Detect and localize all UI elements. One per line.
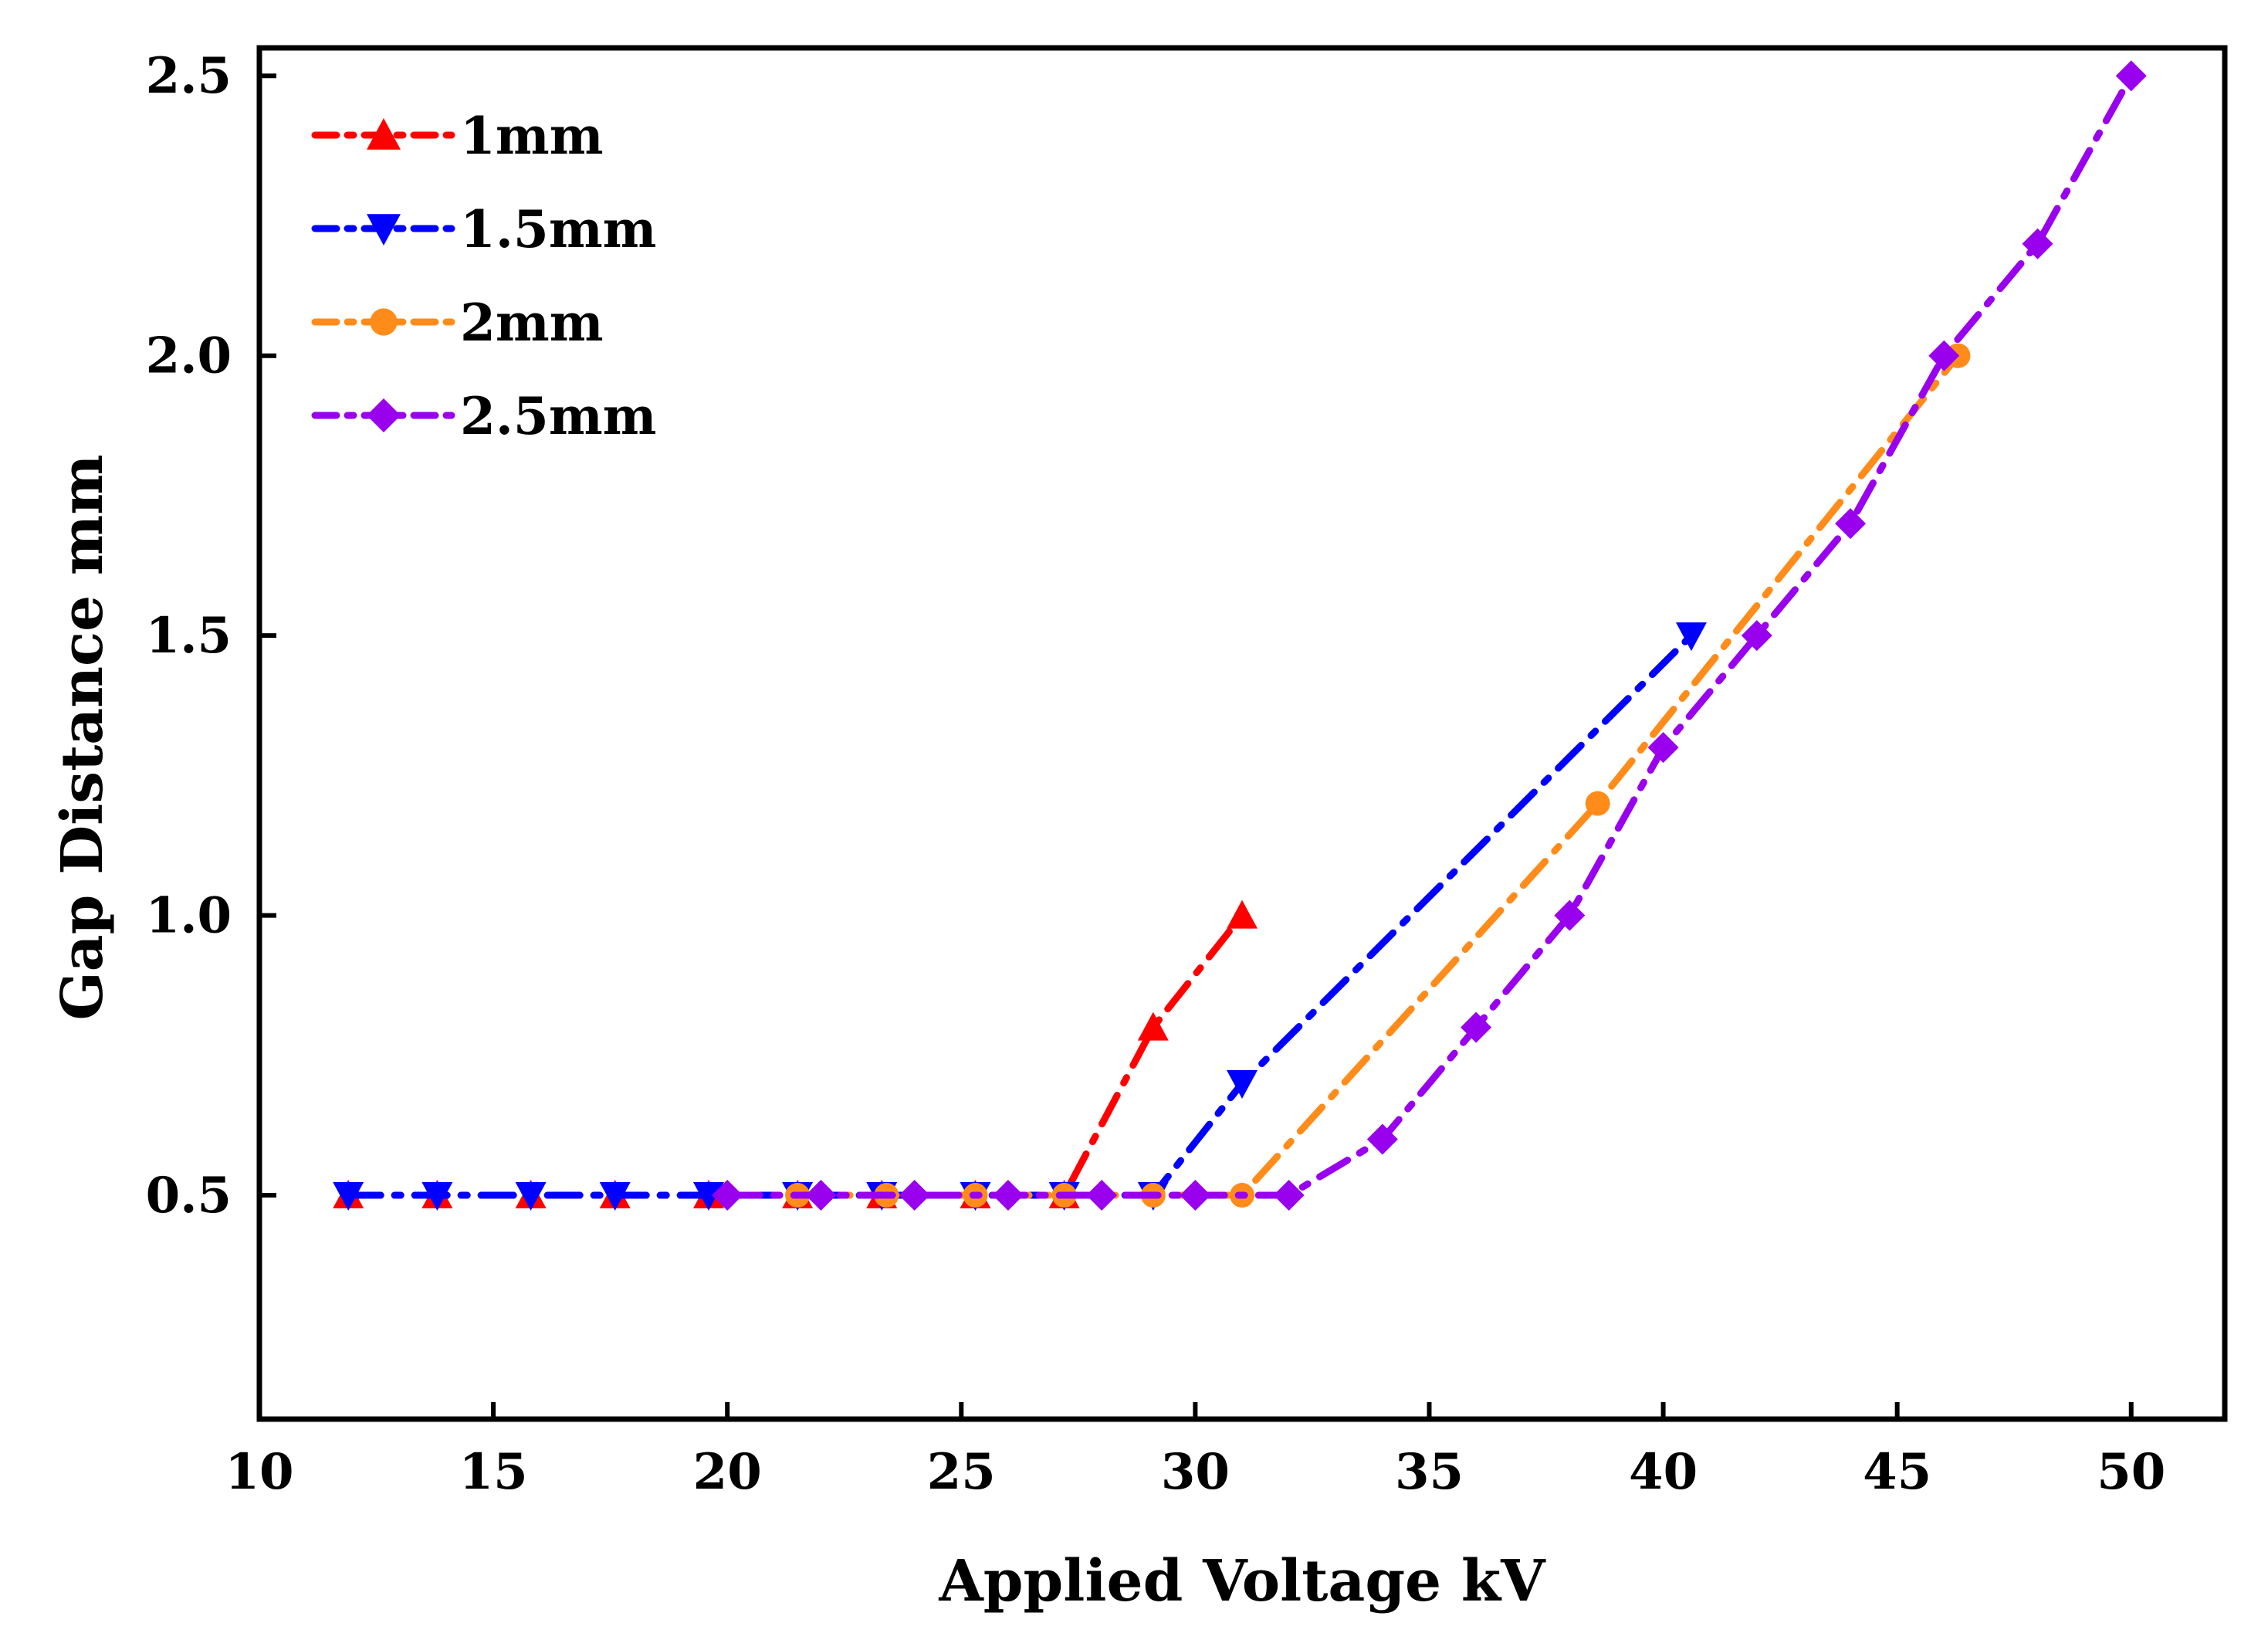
data-point: [421, 1182, 453, 1211]
data-point: [692, 1182, 724, 1211]
series-1mm: [333, 900, 1258, 1209]
data-point: [1366, 1123, 1398, 1155]
series-line: [794, 352, 1962, 1199]
data-point: [1741, 620, 1772, 652]
x-tick-label: 35: [1395, 1443, 1464, 1501]
x-tick-label: 30: [1161, 1443, 1230, 1501]
x-tick-label: 20: [693, 1443, 762, 1501]
data-point: [1180, 1180, 1211, 1211]
legend-item: 2.5mm: [311, 386, 657, 446]
series-2mm: [785, 343, 1971, 1208]
x-tick-label: 25: [927, 1443, 996, 1501]
series-line: [344, 632, 1695, 1199]
legend-item: 1mm: [311, 106, 604, 166]
legend-label: 2mm: [460, 293, 604, 353]
series-line: [344, 912, 1246, 1199]
legend: 1mm 1.5mm 2mm 2.5mm: [311, 106, 657, 446]
data-point: [1086, 1180, 1118, 1211]
data-point: [1461, 1011, 1492, 1043]
data-point: [1554, 900, 1586, 931]
series-line: [723, 72, 2135, 1199]
y-tick-label: 0.5: [146, 1167, 232, 1225]
data-point: [1227, 900, 1258, 929]
data-point: [1675, 622, 1707, 652]
data-point: [2115, 60, 2147, 92]
data-point: [599, 1182, 631, 1211]
x-tick-label: 50: [2097, 1443, 2165, 1501]
x-axis-title: Applied Voltage kV: [938, 1548, 1546, 1614]
data-point: [515, 1182, 547, 1211]
legend-marker: [367, 398, 401, 432]
y-tick-label: 1.5: [146, 607, 232, 665]
data-point: [2022, 228, 2053, 259]
tick-layer: 10 15 20 25 30 35 40 45 50 0.5 1.0 1.5 2.0 2.5: [146, 47, 2166, 1501]
data-point: [992, 1180, 1024, 1211]
legend-marker: [367, 118, 401, 150]
series-1.5mm: [333, 622, 1707, 1211]
y-tick-label: 2.0: [146, 327, 232, 385]
data-point: [805, 1180, 837, 1211]
legend-item: 1.5mm: [311, 199, 657, 259]
x-tick-label: 45: [1863, 1443, 1931, 1501]
x-tick-label: 10: [225, 1443, 293, 1501]
plot-frame: [256, 45, 2228, 1422]
y-tick-label: 1.0: [146, 887, 232, 945]
y-tick-label: 2.5: [146, 47, 232, 105]
legend-label: 1.5mm: [460, 199, 657, 259]
legend-label: 2.5mm: [460, 386, 657, 446]
series-layer: [333, 60, 2147, 1211]
legend-marker: [367, 214, 401, 246]
data-point: [712, 1180, 743, 1211]
legend-item: 2mm: [311, 293, 604, 353]
data-point: [899, 1180, 930, 1211]
x-tick-label: 15: [459, 1443, 528, 1501]
data-point: [1137, 1011, 1169, 1041]
legend-label: 1mm: [460, 106, 604, 166]
data-point: [1928, 340, 1960, 371]
data-point: [1647, 732, 1679, 764]
data-point: [1835, 508, 1867, 540]
data-point: [1273, 1180, 1305, 1211]
legend-marker: [370, 308, 398, 336]
data-point: [333, 1182, 364, 1211]
series-2.5mm: [712, 60, 2147, 1211]
data-point: [1585, 791, 1610, 816]
x-tick-label: 40: [1629, 1443, 1698, 1501]
y-axis-title: Gap Distance mm: [49, 454, 116, 1020]
data-point: [1227, 1070, 1258, 1099]
